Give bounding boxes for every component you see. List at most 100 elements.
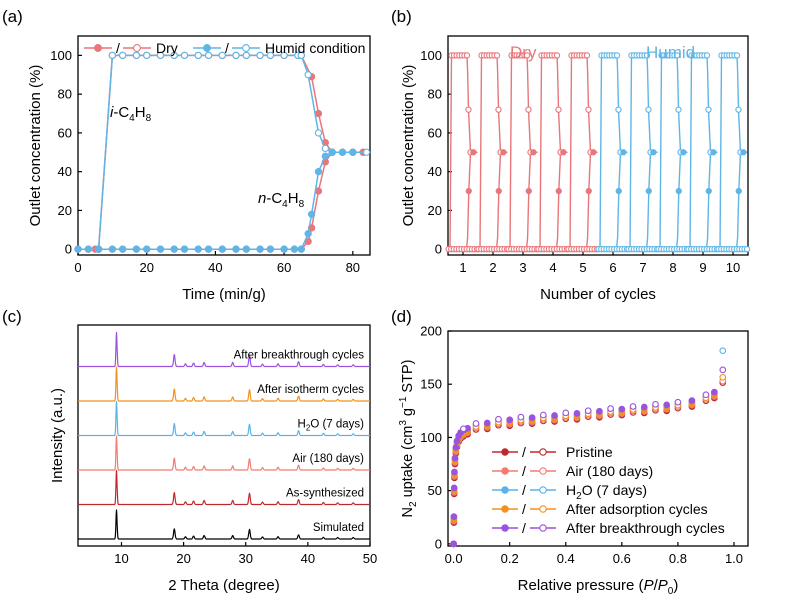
panel-d-adsorption-point (528, 414, 536, 421)
panel-b-xtick-label: 8 (669, 260, 676, 275)
panel-label-b: (b) (391, 7, 412, 26)
panel-b-cycle-n-line (688, 151, 718, 250)
panel-a-series-line (78, 54, 367, 250)
panel-d-frame (447, 330, 749, 547)
panel-d-adsorption-point (640, 403, 648, 411)
panel-b-xtick-label: 6 (609, 260, 616, 275)
panel-b-ytick-label: 60 (428, 125, 442, 140)
panel-a-point (280, 245, 288, 253)
panel-a-point (132, 51, 141, 60)
panel-b-point (710, 149, 717, 156)
panel-a-point (84, 245, 92, 253)
panel-a-annotation-n: n-C4H8 (258, 190, 305, 210)
panel-a-annotation-i-mid: H (135, 104, 146, 121)
panel-d-ylabel-sub: 2 (408, 501, 419, 507)
panel-a-point (256, 51, 264, 60)
panel-b-xtick-label: 5 (579, 260, 586, 275)
panel-a-annotation-n-prefix: n (258, 190, 266, 207)
panel-b-point (705, 106, 712, 113)
panel-b-xtick-label: 10 (726, 260, 740, 275)
panel-a-point (180, 51, 189, 60)
panel-a-xtick-label: 20 (139, 260, 153, 275)
panel-c-series-label: Air (180 days) (292, 453, 364, 465)
panel-a-point (304, 71, 312, 79)
panel-a-point (156, 245, 165, 253)
panel-b-point (470, 149, 477, 156)
panel-b-xtick-label: 3 (519, 260, 526, 275)
panel-d-ytick-label: 50 (428, 483, 442, 498)
panel-a-point (242, 51, 250, 60)
legend-marker-filled (501, 505, 509, 513)
panel-d-xlabel-part: ) (673, 577, 678, 594)
panel-a-point (156, 51, 165, 60)
panel-a-ytick-label: 60 (58, 125, 72, 140)
panel-b-cycle-i-line (568, 54, 598, 250)
panel-a-point (314, 109, 323, 118)
panel-b-point (675, 187, 682, 195)
panel-a-point (328, 148, 336, 156)
panel-c-series-label: Simulated (313, 522, 364, 534)
panel-d-ylabel-part: uptake (cm (400, 426, 416, 502)
panel-b-cycle-n-line (718, 151, 748, 250)
panel-b-xtick-label: 7 (639, 260, 646, 275)
panel-c-pattern-line (77, 435, 371, 471)
panel-a-point (119, 51, 127, 60)
panel-b-ytick-label: 20 (428, 203, 442, 218)
panel-a-point (119, 245, 127, 253)
panel-b-cycle-i-line (718, 54, 748, 250)
panel-a-point (218, 51, 226, 60)
panel-a-point (132, 245, 141, 253)
panel-c-series-label: After breakthrough cycles (234, 350, 365, 362)
panel-d-adsorption-point (450, 484, 458, 492)
panel-d-xlabel-part: Relative pressure ( (518, 577, 644, 594)
panel-b-cycle-n-line (448, 151, 478, 250)
panel-b-label-dry: Dry (510, 43, 537, 62)
panel-a-point (297, 245, 305, 253)
panel-a-point (362, 148, 371, 156)
panel-c-series-label: As-synthesized (286, 488, 364, 500)
panel-c-pattern-line (77, 469, 371, 506)
legend-label: Pristine (566, 444, 613, 460)
panel-b-point (523, 52, 531, 59)
panel-b-ytick-label: 40 (428, 164, 442, 179)
panel-d-xtick-label: 0.4 (557, 551, 575, 566)
panel-a-point (194, 245, 202, 253)
panel-b-cycle-i-line (478, 54, 508, 250)
panel-d-desorption-point (719, 373, 727, 381)
panel-d-xtick-label: 0.2 (501, 551, 519, 566)
panel-c-xtick-label: 50 (363, 551, 377, 566)
panel-a-xtick-label: 40 (208, 260, 222, 275)
legend-slash: / (522, 482, 526, 498)
panel-b-point (645, 106, 652, 113)
legend-label: Air (180 days) (566, 463, 653, 479)
panel-d-desorption-point (607, 405, 614, 412)
panel-d-xtick-label: 0.8 (669, 551, 687, 566)
panel-b-point (615, 187, 622, 195)
panel-d-desorption-point (719, 366, 727, 374)
panel-b-cycle-i-line (688, 54, 718, 250)
panel-b-frame (447, 35, 749, 256)
panel-a-point (232, 51, 240, 60)
panel-a-point (204, 245, 213, 253)
panel-a-xtick-label: 80 (346, 260, 360, 275)
panel-a-annotation-i-sub: 8 (146, 113, 152, 124)
panel-c-label-sub: 2 (306, 424, 311, 433)
panel-d-adsorption-point (451, 468, 458, 476)
panel-d-desorption-point (517, 413, 525, 421)
panel-b-point (500, 149, 507, 156)
panel-c-label-part: O (7 days) (310, 419, 364, 431)
legend-slash: / (225, 40, 229, 56)
panel-b-point (675, 106, 682, 113)
panel-a-annotation-i-sub: 4 (129, 113, 135, 124)
legend-slash: / (522, 520, 526, 536)
panel-a-point (94, 245, 103, 253)
panel-d-xlabel-part: / (654, 577, 659, 594)
panel-d-xtick-label: 1.0 (725, 551, 743, 566)
panel-b-point (585, 106, 592, 113)
legend-marker-filled (501, 524, 509, 532)
panel-d-adsorption-point (450, 513, 458, 520)
panel-d-ytick-label: 100 (420, 430, 442, 445)
panel-a-annotation-n-sub: 8 (299, 199, 305, 210)
legend-marker (133, 44, 141, 52)
